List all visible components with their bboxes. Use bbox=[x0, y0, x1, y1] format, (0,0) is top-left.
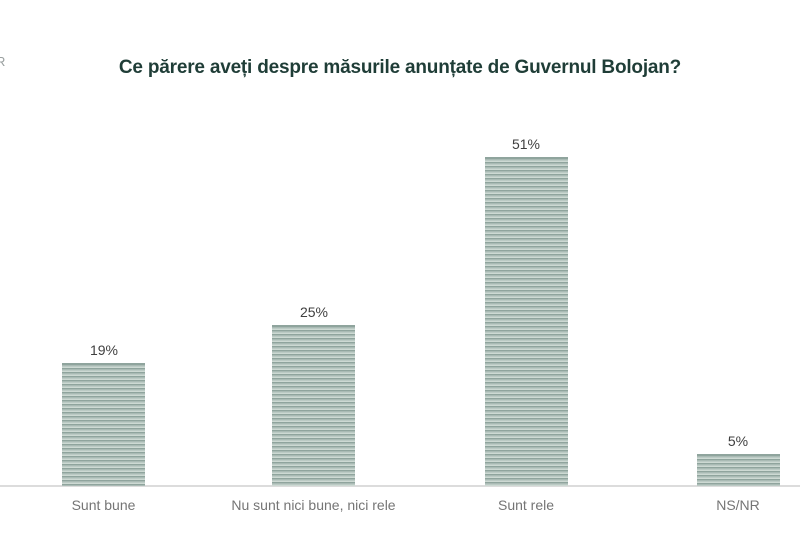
value-label: 5% bbox=[727, 433, 749, 449]
value-label: 19% bbox=[89, 342, 119, 358]
category-label: NS/NR bbox=[716, 497, 760, 513]
x-axis-line bbox=[0, 485, 800, 487]
category-label: Sunt rele bbox=[497, 497, 555, 513]
bar bbox=[697, 454, 780, 486]
category-label: Nu sunt nici bune, nici rele bbox=[231, 497, 396, 513]
value-label: 51% bbox=[511, 136, 541, 152]
bar bbox=[485, 157, 568, 486]
bar bbox=[272, 325, 355, 486]
bar bbox=[62, 363, 145, 486]
category-label: Sunt bune bbox=[71, 497, 136, 513]
chart-title: Ce părere aveți despre măsurile anunțate… bbox=[118, 57, 682, 78]
value-label: 25% bbox=[299, 304, 329, 320]
partial-logo: R bbox=[0, 54, 6, 69]
